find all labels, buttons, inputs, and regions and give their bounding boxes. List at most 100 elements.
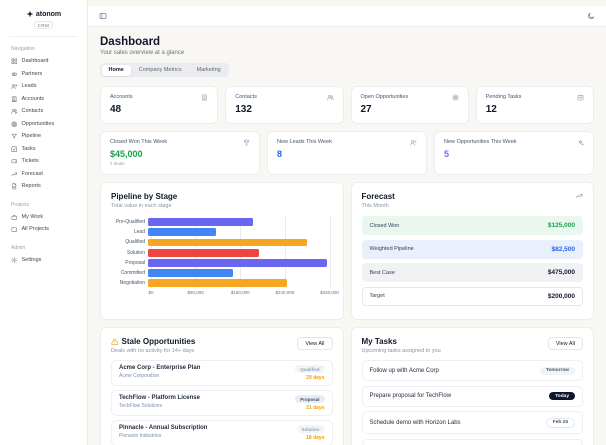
nav-section-label-navigation: Navigation [11,46,35,52]
sidebar-item-tasks[interactable]: Tasks [9,143,78,156]
stat-value: 27 [360,104,372,115]
task-title: Follow up with Acme Corp [369,367,439,374]
x-tick-label: $240,000 [275,290,295,296]
chart-bar [148,238,307,247]
stat-label: Open Opportunities [360,94,409,100]
x-tick-label: $0 [148,290,154,296]
stale-opportunity-item[interactable]: Acme Corp - Enterprise Plan Acme Corporat… [111,360,333,386]
opportunity-company: TechFlow Solutions [119,402,163,409]
sidebar-item-all-projects[interactable]: All Projects [9,223,78,236]
task-item[interactable]: Review contract terms - PinnacleFeb 27 [361,438,583,445]
task-item[interactable]: Follow up with Acme Corp Tomorrow [361,360,583,381]
stat-label: New Opportunities This Week [444,139,517,145]
sidebar-item-contacts[interactable]: Contacts [9,105,78,118]
moon-icon [588,12,595,19]
sidebar-item-settings[interactable]: Settings [9,254,78,267]
nav-section-label-projects: Projects [11,201,30,208]
nav-section-label-admin: Admin [11,244,26,251]
sidebar-item-label: All Projects [21,226,50,233]
funnel-icon [11,133,17,139]
task-item[interactable]: Prepare proposal for TechFlow Today [361,385,583,407]
sidebar-item-dashboard[interactable]: Dashboard [9,55,78,68]
sidebar-item-label: Reports [21,183,41,190]
stale-opportunities-card: Stale Opportunities Deals with no activi… [100,327,344,445]
target-icon [11,121,17,127]
gridline [329,217,331,289]
pipeline-chart: Pre-Qualified Lead Qualified Solution Propos… [111,217,333,289]
task-item[interactable]: Schedule demo with Horizon Labs Feb 25 [361,411,583,434]
chart-bar-row-pre-qualified: Pre-Qualified [111,217,333,227]
building-icon [12,96,17,102]
stat-label: Contacts [235,94,257,100]
sidebar-item-tickets[interactable]: Tickets [9,155,78,168]
chart-category-label: Committed [120,270,145,277]
sidebar-item-accounts[interactable]: Accounts [9,93,78,106]
chart-bar [148,228,217,237]
sidebar-item-pipeline[interactable]: Pipeline [9,130,78,143]
trending-up-icon [11,172,17,176]
bar-track [148,218,330,226]
calendar-check-icon [577,94,584,101]
sidebar-item-my-work[interactable]: My Work [9,211,78,224]
forecast-label: Best Case [369,269,395,276]
tabs: Home Company Metrics Marketing [100,63,230,77]
stale-opportunity-item[interactable]: Pinnacle - Annual Subscription Pinnacle I… [111,420,333,445]
stat-card-accounts: Accounts 48 [100,86,219,124]
opportunity-title: Acme Corp - Enterprise Plan [119,365,201,371]
stale-list: Acme Corp - Enterprise Plan Acme Corporat… [111,360,333,445]
chart-bar-row-qualified: Qualified [111,237,333,247]
ticket-icon [11,159,17,164]
sidebar-item-forecast[interactable]: Forecast [9,168,78,181]
theme-toggle-button[interactable] [587,12,595,20]
briefcase-icon [11,214,17,220]
tab-home[interactable]: Home [101,64,131,76]
forecast-card: Forecast This Month Closed Won $125,000 We… [350,182,594,320]
forecast-row-best-case: Best Case $475,000 [361,263,583,282]
chart-bar [148,269,234,277]
sidebar-toggle-button[interactable] [99,12,107,20]
stat-value: $45,000 [110,149,143,159]
sidebar-item-leads[interactable]: Leads [9,80,78,93]
bar-track [148,228,330,237]
folder-icon [11,227,17,232]
x-tick-label: $160,000 [230,290,250,296]
stage-badge: Qualified [295,365,325,373]
stale-view-all-button[interactable]: View All [297,337,333,350]
sparkles-icon [578,139,584,146]
task-list: Follow up with Acme Corp Tomorrow Prepare … [361,360,583,445]
stat-card-closed-won-this-week: Closed Won This Week $45,000 3 deals [100,131,260,175]
tab-marketing[interactable]: Marketing [196,67,221,73]
sidebar: atonom CRM Navigation Dashboard Partners Le… [0,0,88,445]
task-title: Prepare proposal for TechFlow [369,393,452,399]
task-due-badge: Feb 25 [545,417,575,428]
alert-triangle-icon [111,338,119,346]
user-plus-icon [11,83,18,89]
sidebar-item-reports[interactable]: Reports [9,180,78,193]
stat-value: 12 [485,104,497,115]
opportunity-title: Pinnacle - Annual Subscription [119,425,208,431]
opportunity-company: Pinnacle Industries [119,432,162,439]
tasks-view-all-button[interactable]: View All [547,337,583,350]
stat-label: Closed Won This Week [110,139,168,145]
dashboard-content: Dashboard Your sales overview at a glanc… [88,27,606,445]
tab-company-metrics[interactable]: Company Metrics [138,67,182,73]
logo-spark-icon [26,10,34,18]
task-title: Schedule demo with Horizon Labs [369,419,461,426]
panel-left-icon [99,12,107,20]
sidebar-item-opportunities[interactable]: Opportunities [9,118,78,131]
logo-name: atonom [35,10,62,18]
chart-category-label: Pre-Qualified [115,219,145,226]
x-tick-label: $80,000 [187,290,204,296]
chart-bars: Pre-Qualified Lead Qualified Solution Propos… [111,217,333,288]
chart-category-label: Lead [133,229,145,236]
users-icon [11,108,18,114]
trophy-icon [243,139,250,146]
bar-track [148,248,330,257]
stat-value: 5 [444,149,450,159]
stale-opportunity-item[interactable]: TechFlow - Platform License TechFlow Solu… [111,390,333,416]
opportunity-title: TechFlow - Platform License [119,395,200,401]
sidebar-item-partners[interactable]: Partners [9,68,78,81]
stage-badge: Solution [296,425,325,433]
stat-sub: 3 deals [110,161,125,166]
stale-title: Stale Opportunities [121,337,196,346]
